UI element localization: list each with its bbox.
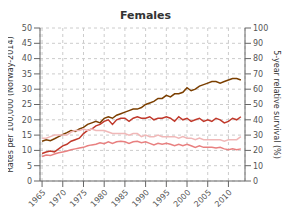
svg-text:Rates per 100,000 (Norway-2014: Rates per 100,000 (Norway-2014) xyxy=(8,36,15,172)
svg-text:2010: 2010 xyxy=(213,188,234,209)
svg-text:25: 25 xyxy=(22,100,32,109)
svg-text:1995: 1995 xyxy=(151,188,172,209)
svg-text:20: 20 xyxy=(253,146,263,155)
svg-text:2005: 2005 xyxy=(192,188,213,209)
svg-text:45: 45 xyxy=(22,39,32,48)
svg-text:20: 20 xyxy=(22,116,32,125)
svg-text:0: 0 xyxy=(27,177,32,186)
svg-text:1985: 1985 xyxy=(110,188,131,209)
svg-text:5-year relative survival (%): 5-year relative survival (%) xyxy=(272,50,281,159)
svg-text:60: 60 xyxy=(253,85,263,94)
svg-text:90: 90 xyxy=(253,39,263,48)
svg-text:2000: 2000 xyxy=(172,188,193,209)
html-text:Females: Females xyxy=(119,9,172,22)
svg-text:10: 10 xyxy=(253,162,263,171)
svg-text:30: 30 xyxy=(22,85,32,94)
svg-text:1975: 1975 xyxy=(68,188,89,209)
svg-text:80: 80 xyxy=(253,54,263,63)
svg-text:70: 70 xyxy=(253,70,263,79)
svg-text:5: 5 xyxy=(27,162,32,171)
svg-text:10: 10 xyxy=(22,146,32,155)
svg-text:0: 0 xyxy=(253,177,258,186)
svg-text:40: 40 xyxy=(253,116,263,125)
svg-text:1990: 1990 xyxy=(130,188,151,209)
svg-text:40: 40 xyxy=(22,54,32,63)
svg-text:1980: 1980 xyxy=(89,188,110,209)
svg-text:50: 50 xyxy=(22,24,32,33)
svg-text:15: 15 xyxy=(22,131,32,140)
svg-text:100: 100 xyxy=(253,24,268,33)
svg-text:1965: 1965 xyxy=(27,188,48,209)
svg-text:1970: 1970 xyxy=(47,188,68,209)
svg-text:50: 50 xyxy=(253,100,263,109)
svg-text:35: 35 xyxy=(22,70,32,79)
svg-text:30: 30 xyxy=(253,131,263,140)
